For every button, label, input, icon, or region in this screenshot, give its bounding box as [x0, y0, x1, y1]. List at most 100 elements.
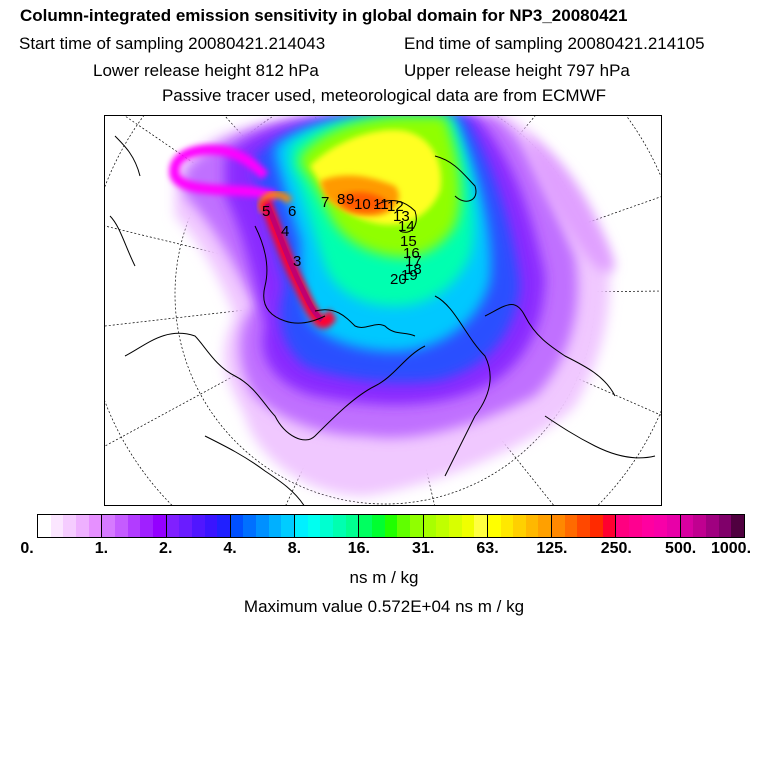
- trajectory-label: 3: [293, 253, 301, 270]
- colorbar-tick-label: 16.: [347, 540, 370, 557]
- colorbar-swatch: [345, 515, 359, 537]
- colorbar-interval: [38, 515, 103, 537]
- colorbar-tick-label: 1.: [94, 540, 109, 557]
- end-time-label: End time of sampling 20080421.214105: [404, 34, 705, 53]
- colorbar-swatch: [320, 515, 334, 537]
- colorbar-tick-label: 1000.: [710, 540, 752, 557]
- colorbar-swatch: [38, 515, 51, 537]
- trajectory-label: 20: [390, 271, 407, 288]
- colorbar-tick-label: 2.: [159, 540, 173, 557]
- colorbar-swatch: [191, 515, 205, 537]
- colorbar-swatch: [577, 515, 591, 537]
- colorbar-swatch: [268, 515, 282, 537]
- colorbar-swatch: [552, 515, 565, 537]
- colorbar-units: ns m / kg: [349, 568, 419, 587]
- colorbar-swatch: [166, 515, 180, 537]
- colorbar-swatch: [641, 515, 655, 537]
- colorbar-swatch: [629, 515, 642, 537]
- tracer-info-label: Passive tracer used, meteorological data…: [161, 86, 607, 105]
- colorbar-tick-label: 500.: [665, 540, 697, 557]
- colorbar-swatch: [50, 515, 64, 537]
- colorbar-tick-label: 31.: [412, 540, 435, 557]
- trajectory-label: 13: [393, 208, 410, 225]
- lower-release-label: Lower release height 812 hPa: [93, 61, 319, 80]
- colorbar-swatch: [397, 515, 410, 537]
- colorbar-swatch: [409, 515, 423, 537]
- trajectory-label: 12: [387, 198, 404, 215]
- trajectory-label: 14: [398, 218, 415, 235]
- trajectory-label: 15: [400, 233, 417, 250]
- map-coastlines: [109, 135, 656, 505]
- colorbar-swatch: [448, 515, 462, 537]
- colorbar-swatch: [140, 515, 153, 537]
- map-canvas: 3 4 5 6 7 8 9 10 11 12 13 14 15 16 17 18…: [105, 116, 661, 505]
- colorbar-swatch: [500, 515, 514, 537]
- colorbar-interval: [487, 515, 553, 537]
- colorbar-tick-label: 250.: [600, 540, 632, 557]
- trajectory-label: 19: [401, 267, 418, 284]
- colorbar: [37, 514, 745, 538]
- colorbar-swatch: [538, 515, 552, 537]
- colorbar-tick-label: 4.: [223, 540, 237, 557]
- trajectory-label: 5: [262, 203, 270, 220]
- plot-title: Column-integrated emission sensitivity i…: [20, 6, 628, 25]
- colorbar-interval: [166, 515, 231, 537]
- trajectory-label: 17: [405, 253, 422, 270]
- colorbar-interval: [616, 515, 681, 537]
- colorbar-swatch: [114, 515, 128, 537]
- colorbar-swatch: [693, 515, 706, 537]
- trajectory-label: 16: [403, 245, 420, 262]
- colorbar-interval: [552, 515, 617, 537]
- colorbar-swatch: [667, 515, 680, 537]
- colorbar-swatch: [256, 515, 269, 537]
- colorbar-swatch: [680, 515, 694, 537]
- colorbar-interval: [102, 515, 167, 537]
- colorbar-swatch: [602, 515, 616, 537]
- trajectory-label: 9: [346, 191, 354, 208]
- colorbar-swatch: [590, 515, 603, 537]
- trajectory-label: 10: [354, 196, 371, 213]
- colorbar-swatch: [217, 515, 230, 537]
- colorbar-swatch: [616, 515, 630, 537]
- colorbar-tick-label: 8.: [287, 540, 302, 557]
- colorbar-swatch: [204, 515, 218, 537]
- start-time-label: Start time of sampling 20080421.214043: [19, 34, 326, 53]
- trajectory-label: 11: [373, 196, 389, 213]
- colorbar-tick-label: 125.: [536, 540, 568, 557]
- trajectory-label: 8: [337, 191, 345, 208]
- colorbar-swatch: [63, 515, 76, 537]
- colorbar-swatch: [102, 515, 115, 537]
- sensitivity-map: 3 4 5 6 7 8 9 10 11 12 13 14 15 16 17 18…: [104, 115, 662, 506]
- trajectory-label: 4: [281, 223, 289, 240]
- colorbar-swatch: [371, 515, 385, 537]
- colorbar-swatch: [152, 515, 166, 537]
- colorbar-interval: [295, 515, 360, 537]
- colorbar-interval: [359, 515, 424, 537]
- trajectory-label: 18: [405, 261, 422, 278]
- colorbar-swatch: [307, 515, 321, 537]
- trajectory-labels: 3 4 5 6 7 8 9 10 11 12 13 14 15 16 17 18…: [262, 191, 422, 288]
- colorbar-swatch: [513, 515, 526, 537]
- colorbar-swatch: [705, 515, 719, 537]
- colorbar-interval: [680, 515, 744, 537]
- colorbar-swatch: [718, 515, 732, 537]
- colorbar-swatch: [75, 515, 89, 537]
- colorbar-tick-label: 63.: [476, 540, 499, 557]
- colorbar-interval: [230, 515, 296, 537]
- colorbar-swatch: [295, 515, 308, 537]
- maximum-value-label: Maximum value 0.572E+04 ns m / kg: [243, 597, 525, 616]
- colorbar-swatch: [179, 515, 192, 537]
- colorbar-swatch: [436, 515, 449, 537]
- colorbar-swatch: [487, 515, 501, 537]
- colorbar-swatch: [243, 515, 257, 537]
- colorbar-swatch: [281, 515, 295, 537]
- colorbar-swatch: [359, 515, 372, 537]
- colorbar-swatch: [461, 515, 475, 537]
- sensitivity-field: [169, 116, 615, 496]
- colorbar-swatch: [564, 515, 578, 537]
- colorbar-swatch: [127, 515, 141, 537]
- colorbar-swatch: [525, 515, 539, 537]
- colorbar-swatch: [88, 515, 102, 537]
- colorbar-swatch: [654, 515, 668, 537]
- colorbar-swatch: [230, 515, 244, 537]
